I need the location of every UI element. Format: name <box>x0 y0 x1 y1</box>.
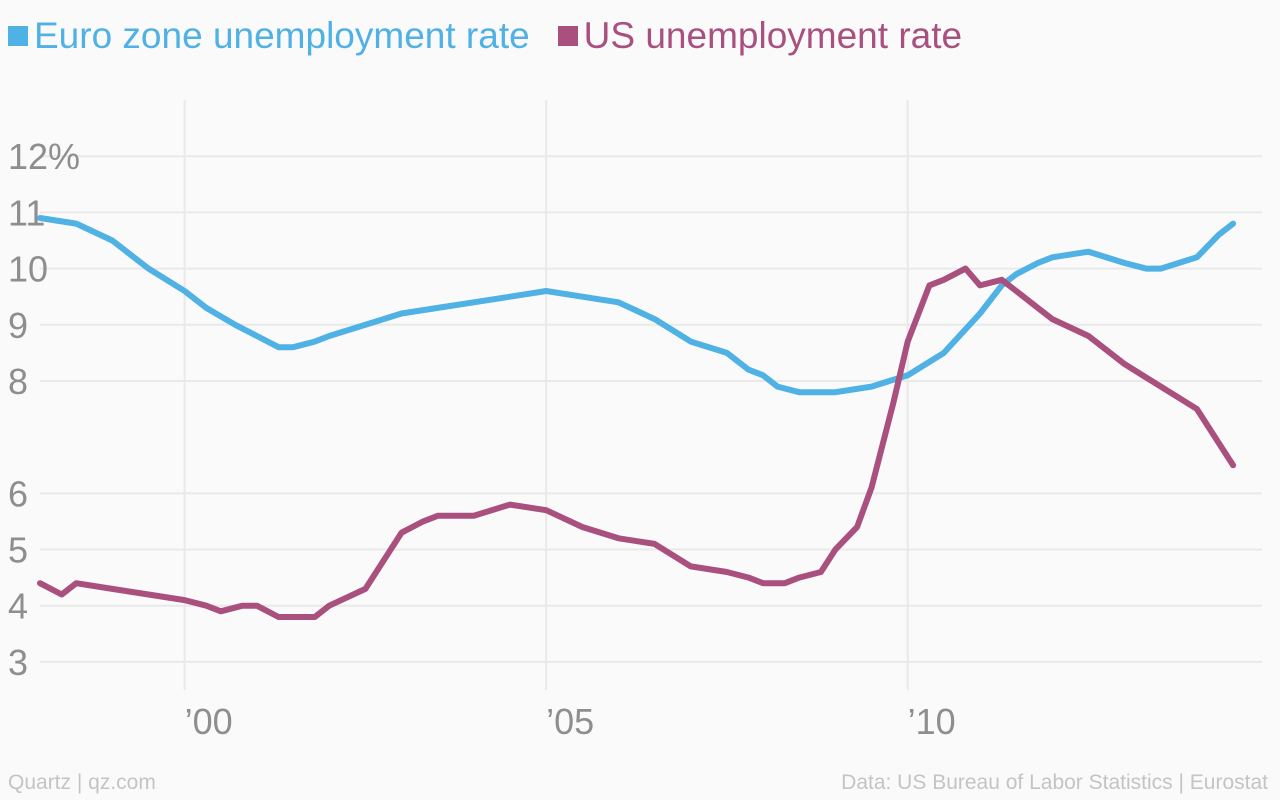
grid <box>40 100 1262 690</box>
legend: Euro zone unemployment rate US unemploym… <box>8 14 962 58</box>
series-lines <box>37 215 1237 620</box>
y-tick-label-5: 5 <box>8 530 28 571</box>
y-tick-label-4: 4 <box>8 586 28 627</box>
y-tick-label-10: 10 <box>8 249 48 290</box>
series-line-euro <box>37 215 1237 396</box>
legend-swatch-us <box>557 26 578 46</box>
x-tick-label-2005: ’05 <box>546 701 594 742</box>
footer-credit: Quartz | qz.com <box>8 771 156 794</box>
y-tick-label-9: 9 <box>8 305 28 346</box>
y-tick-label-11: 11 <box>8 192 45 233</box>
x-tick-label-2010: ’10 <box>908 701 956 742</box>
tick-labels: 3 4 5 6 8 9 10 11 12% ’00 ’05 ’10 <box>8 136 956 742</box>
legend-entry-us: US unemployment rate <box>557 14 963 58</box>
x-tick-label-2000: ’00 <box>185 701 233 742</box>
footer-data-source: Data: US Bureau of Labor Statistics | Eu… <box>841 771 1268 794</box>
legend-swatch-euro <box>8 26 28 46</box>
y-tick-label-12: 12% <box>8 136 80 177</box>
y-tick-label-6: 6 <box>8 473 28 514</box>
series-line-us <box>37 265 1237 620</box>
y-tick-label-3: 3 <box>8 642 28 683</box>
legend-entry-euro: Euro zone unemployment rate <box>8 14 530 58</box>
legend-label-euro: Euro zone unemployment rate <box>34 15 530 56</box>
y-tick-label-8: 8 <box>8 361 28 402</box>
legend-label-us: US unemployment rate <box>583 15 963 56</box>
